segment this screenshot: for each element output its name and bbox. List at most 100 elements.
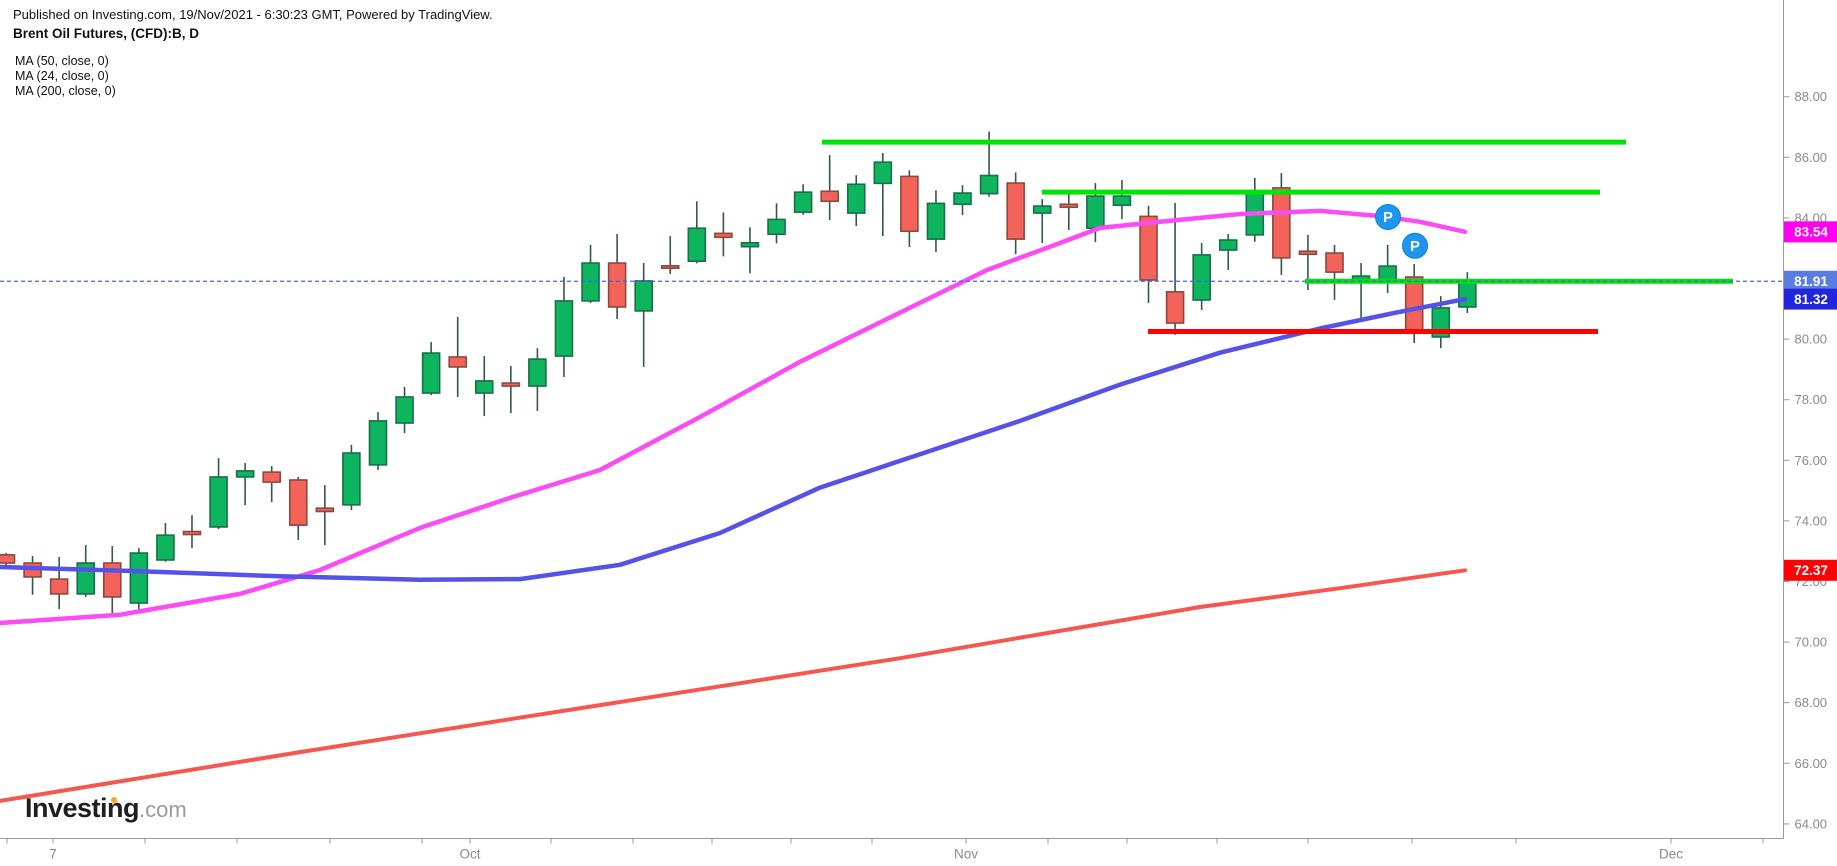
candle (687, 201, 707, 264)
candle (262, 466, 282, 503)
candle (873, 153, 893, 237)
ma-line-2 (0, 568, 1467, 803)
candle-body (1006, 182, 1025, 240)
candle (1378, 244, 1397, 294)
candle-body (1325, 252, 1344, 273)
price-tick-label: 88.00 (1795, 89, 1828, 104)
candle-body (873, 161, 893, 185)
candle-body (767, 218, 786, 236)
candle-body (740, 241, 760, 248)
candle-body (1165, 291, 1185, 324)
candle-body (262, 471, 282, 483)
candle-body (660, 264, 680, 269)
candle-body (0, 554, 16, 564)
candle-body (1059, 203, 1079, 209)
pin-marker-circle (1375, 203, 1401, 230)
candle (1272, 173, 1291, 275)
pin-marker-label: P (1410, 239, 1420, 255)
candle-body (182, 530, 202, 536)
candle-body (501, 382, 521, 387)
logo-suffix-text: .com (139, 797, 187, 822)
price-tag-bg (1784, 559, 1837, 581)
logo-orange-dot-icon (111, 797, 117, 803)
investing-logo: Investing.com (25, 793, 187, 824)
price-tick-label: 76.00 (1795, 453, 1828, 468)
candle (235, 463, 255, 506)
candle-body (1032, 205, 1052, 214)
price-tick-label: 80.00 (1795, 332, 1828, 347)
price-tick-label: 78.00 (1795, 392, 1828, 407)
candle-body (448, 356, 467, 368)
price-tick-label: 74.00 (1795, 513, 1828, 528)
candle-body (1378, 265, 1397, 281)
candle-body (979, 174, 999, 195)
published-line: Published on Investing.com, 19/Nov/2021 … (13, 7, 493, 22)
candle-body (368, 420, 388, 466)
candle-body (1139, 215, 1158, 281)
price-tick-label: 70.00 (1795, 635, 1828, 650)
chart-title: Brent Oil Futures, (CFD):B, D (13, 26, 199, 41)
price-tag-text: 81.32 (1794, 292, 1828, 307)
candle-body (846, 183, 866, 214)
candle (1165, 203, 1185, 335)
price-tick-label: 86.00 (1795, 150, 1828, 165)
candle-body (926, 202, 946, 240)
candle (1112, 180, 1132, 220)
candle (1325, 244, 1344, 301)
candle (368, 412, 388, 470)
candle (1351, 263, 1371, 323)
candle (714, 212, 733, 257)
candle-body (687, 227, 707, 263)
logo-brand-text: Investing (25, 793, 140, 823)
price-tick-label: 68.00 (1795, 695, 1828, 710)
candle (182, 515, 202, 549)
candles-layer (0, 131, 1477, 614)
candle (953, 185, 972, 216)
candle-body (209, 476, 228, 528)
candle (660, 236, 680, 274)
price-tag-81.32: 81.32 (1784, 288, 1837, 310)
candle (315, 485, 335, 546)
ma-line-0 (0, 208, 1468, 626)
price-tag-bg (1784, 270, 1837, 292)
candle-body (474, 380, 494, 394)
legend-ma-50: MA (50, close, 0) (15, 54, 109, 68)
candle-body (288, 479, 308, 526)
candle (1218, 233, 1238, 271)
price-tag-72.37: 72.37 (1784, 559, 1837, 581)
candle (23, 556, 42, 595)
pin-marker: P (1375, 203, 1401, 230)
candle (634, 263, 653, 367)
price-tag-83.54: 83.54 (1784, 221, 1837, 243)
candle (767, 203, 786, 244)
pin-marker-label: P (1383, 210, 1393, 226)
candle (1006, 172, 1025, 255)
candle-body (129, 552, 149, 604)
legend-ma-24: MA (24, close, 0) (15, 69, 109, 83)
candle (581, 244, 600, 304)
candle (156, 523, 175, 562)
candle-body (793, 191, 813, 213)
candle (288, 476, 308, 540)
candle (1458, 272, 1477, 314)
candle-body (1218, 239, 1238, 251)
pin-marker-circle (1402, 232, 1428, 259)
candle-body (714, 232, 733, 239)
candle-body (607, 262, 627, 308)
ma-line-1 (0, 296, 1468, 582)
candle-body (156, 534, 175, 561)
legend-ma-200: MA (200, close, 0) (15, 84, 116, 98)
time-tick-label: Oct (459, 847, 480, 862)
candle-body (1404, 276, 1424, 333)
candle-body (49, 578, 69, 595)
price-tag-bg (1784, 288, 1837, 310)
candle (395, 386, 414, 434)
candle (342, 444, 361, 510)
candle (1059, 193, 1079, 231)
candle-body (1458, 280, 1477, 308)
candle-body (554, 300, 574, 357)
candle-body (528, 358, 547, 387)
